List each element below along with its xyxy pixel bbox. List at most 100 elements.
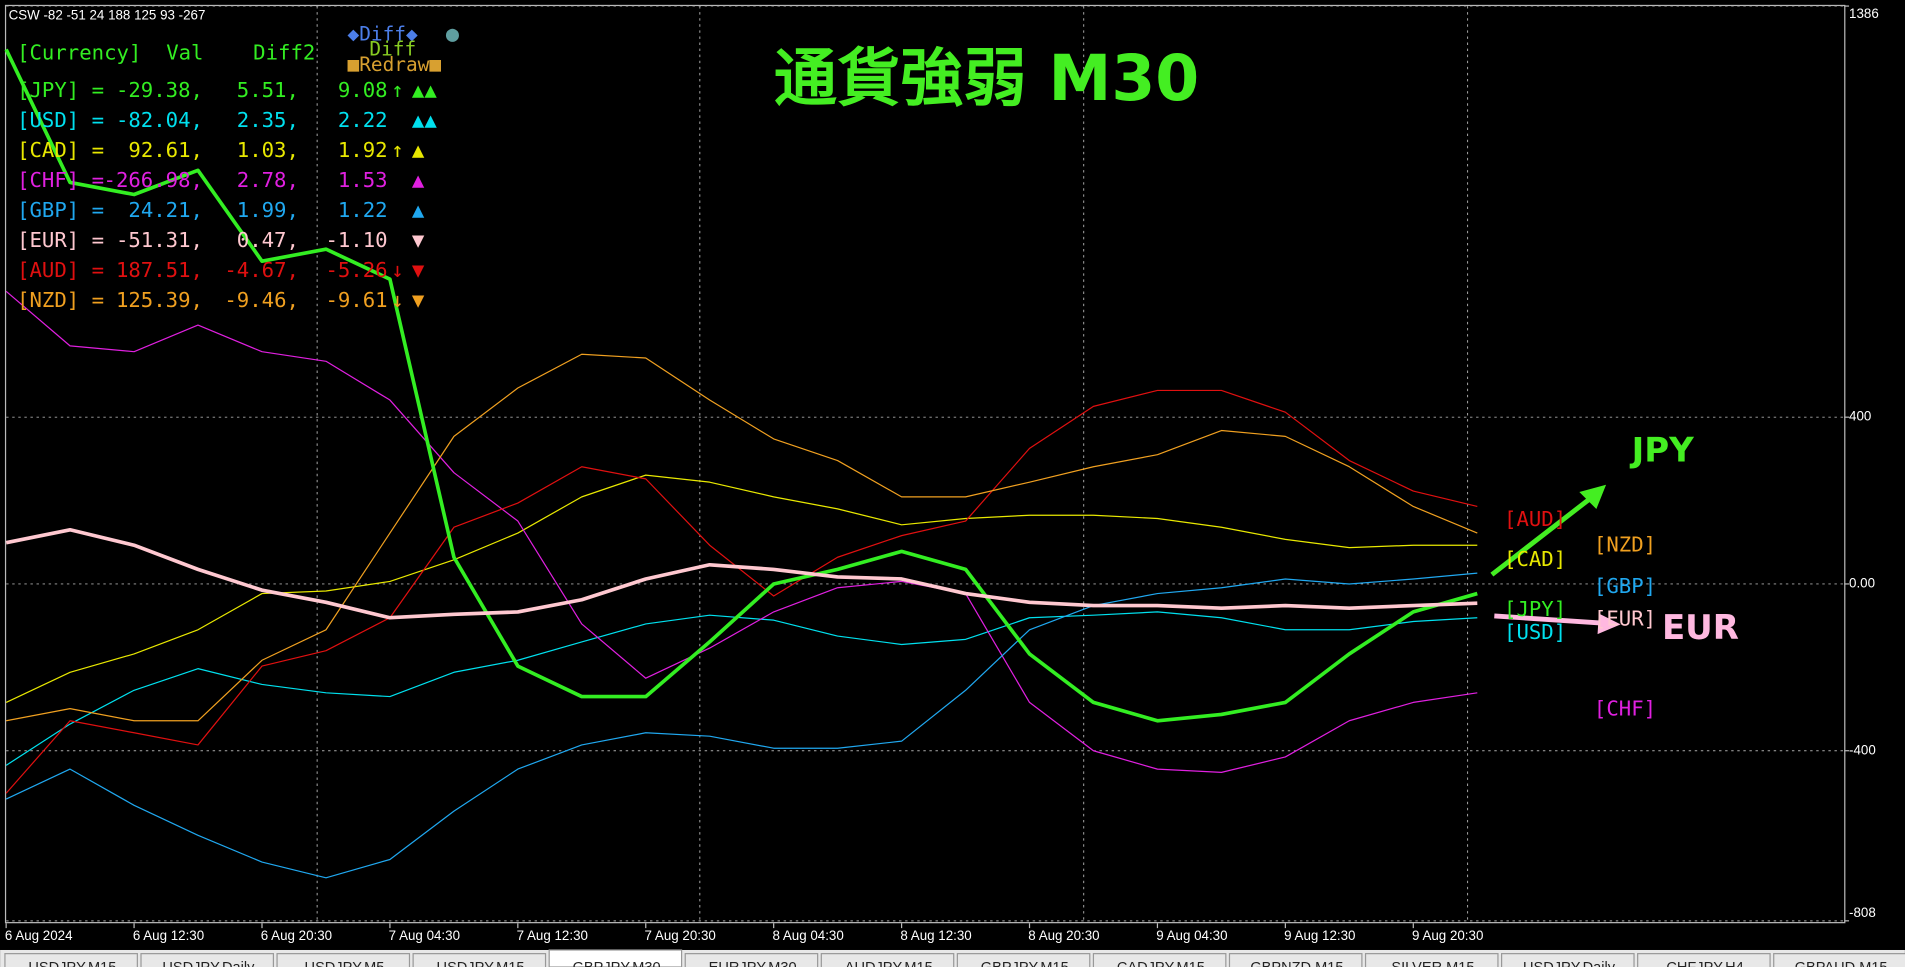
tab[interactable] — [548, 949, 683, 967]
diff-label: Diff — [369, 37, 416, 60]
currency-diff: 1.99, — [237, 198, 299, 222]
currency-value: -29.38, — [116, 78, 203, 102]
trend-marks: ▲ — [412, 198, 425, 222]
series-line — [5, 474, 1478, 703]
currency-diff2: -5.26 — [325, 258, 387, 282]
currency-label: [CHF] = — [17, 168, 104, 192]
x-tick-label: 8 Aug 04:30 — [772, 928, 843, 943]
currency-value: -51.31, — [116, 228, 203, 252]
currency-value: -82.04, — [116, 108, 203, 132]
currency-row: [CHF] = -266.98, 2.78, 1.53 ▲ — [17, 168, 425, 192]
x-tick-label: 7 Aug 04:30 — [389, 928, 460, 943]
trend-marks: ▲ — [412, 168, 425, 192]
tab[interactable] — [956, 953, 1091, 967]
arrow-head — [1579, 484, 1607, 510]
legend-label: [CAD] — [1504, 547, 1566, 571]
tab-label[interactable]: GBPNZD,M15 — [1250, 960, 1343, 967]
annotation: JPY — [1630, 430, 1695, 470]
trend-marks: ▲▲ — [412, 78, 437, 102]
arrow — [1490, 493, 1596, 577]
tab[interactable] — [1092, 953, 1227, 967]
indicator-header: CSW -82 -51 24 188 125 93 -267 — [9, 7, 206, 22]
tab-label[interactable]: GBPJPY,M15 — [981, 960, 1069, 967]
x-tick-label: 8 Aug 12:30 — [900, 928, 971, 943]
arrow-head — [1597, 613, 1621, 635]
currency-diff2: 1.92 — [338, 138, 388, 162]
currency-row: [NZD] = 125.39, -9.46, -9.61 ↓ ▼ — [17, 288, 425, 312]
series-line — [5, 572, 1478, 879]
legend-label: [JPY] — [1504, 597, 1566, 621]
currency-diff: 5.51, — [237, 78, 299, 102]
trend-marks: ▼ — [412, 228, 425, 252]
tab[interactable] — [684, 953, 819, 967]
tab[interactable] — [4, 953, 138, 967]
table-columns: [Currency] Val Diff2 — [17, 40, 315, 64]
tab[interactable] — [1228, 953, 1363, 967]
tab-label[interactable]: USDJPY,Daily — [1523, 960, 1616, 967]
chart-title: 通貨強弱 M30 — [774, 41, 1199, 115]
x-tick-label: 7 Aug 12:30 — [517, 928, 588, 943]
x-tick-label: 7 Aug 20:30 — [645, 928, 716, 943]
currency-diff: 2.78, — [237, 168, 299, 192]
currency-label: [AUD] = — [17, 258, 104, 282]
tab-label[interactable]: GBPAUD,M15 — [1795, 960, 1888, 967]
tab[interactable] — [1364, 953, 1499, 967]
toggle-button[interactable]: ● — [446, 22, 460, 47]
tab[interactable] — [140, 953, 275, 967]
series-line — [4, 48, 1478, 723]
y-tick-label: 1386 — [1849, 6, 1879, 21]
x-tick-label: 6 Aug 12:30 — [133, 928, 204, 943]
tab-label[interactable]: GBPJPY,M30 — [573, 960, 661, 967]
tab-label[interactable]: CADJPY,M15 — [1117, 960, 1205, 967]
x-tick-label: 9 Aug 04:30 — [1156, 928, 1227, 943]
x-tick-label: 9 Aug 20:30 — [1412, 928, 1483, 943]
legend-label: [GBP] — [1594, 574, 1656, 598]
tab[interactable] — [1773, 953, 1905, 967]
legend-label: [AUD] — [1504, 507, 1566, 531]
currency-row: [CAD] = 92.61, 1.03, 1.92 ↑ ▲ — [17, 138, 425, 162]
tab-list: USDJPY,M15 USDJPY,Daily USDJPY,M5 USDJPY,M1… — [4, 949, 1905, 967]
y-tick-label: -400 — [1849, 742, 1876, 757]
tab-label[interactable]: AUDJPY,M15 — [845, 960, 933, 967]
tab-label[interactable]: USDJPY,M15 — [437, 960, 525, 967]
series-line — [5, 290, 1478, 773]
y-tick-label: 0.00 — [1849, 575, 1875, 590]
currency-row: [GBP] = 24.21, 1.99, 1.22 ▲ — [17, 198, 425, 222]
legend-label: [EUR] — [1594, 607, 1656, 631]
tab-label[interactable]: EURJPY,M30 — [709, 960, 797, 967]
tab-label[interactable]: CHFJPY,H4 — [1666, 960, 1743, 967]
series-line — [6, 353, 1478, 722]
currency-diff2: -9.61 — [325, 288, 387, 312]
tab-label[interactable]: SILVER,M15 — [1391, 960, 1474, 967]
currency-value: 125.39, — [116, 288, 203, 312]
currency-row: [JPY] = -29.38, 5.51, 9.08 ↑ ▲▲ — [17, 78, 437, 102]
trend-marks: ▲ — [412, 138, 425, 162]
tab[interactable] — [1500, 953, 1635, 967]
trend-marks: ▼ — [412, 288, 425, 312]
y-tick-label: 400 — [1849, 409, 1871, 424]
redraw-button[interactable]: ■Redraw■ — [348, 53, 442, 76]
currency-diff: 2.35, — [237, 108, 299, 132]
x-tick-label: 9 Aug 12:30 — [1284, 928, 1355, 943]
diff-button[interactable]: ◆Diff◆ — [348, 23, 418, 46]
legend-label: [CHF] — [1594, 696, 1656, 720]
tab-label[interactable]: USDJPY,Daily — [162, 960, 255, 967]
currency-diff2: 1.22 — [338, 198, 388, 222]
tab[interactable] — [1637, 953, 1771, 967]
tab[interactable] — [276, 953, 411, 967]
legend-label: [USD] — [1504, 620, 1566, 644]
currency-label: [GBP] = — [17, 198, 104, 222]
currency-value: 187.51, — [116, 258, 203, 282]
tab-label[interactable]: USDJPY,M15 — [28, 960, 116, 967]
currency-label: [CAD] = — [17, 138, 104, 162]
y-tick-label: -808 — [1849, 905, 1876, 920]
currency-row: [EUR] = -51.31, 0.47, -1.10 ▼ — [17, 228, 425, 252]
currency-label: [EUR] = — [17, 228, 104, 252]
currency-value: 92.61, — [128, 138, 203, 162]
x-tick-label: 8 Aug 20:30 — [1028, 928, 1099, 943]
tab[interactable] — [412, 953, 547, 967]
tab[interactable] — [820, 953, 955, 967]
tab-label[interactable]: USDJPY,M5 — [305, 960, 385, 967]
currency-value: -266.98, — [104, 168, 203, 192]
